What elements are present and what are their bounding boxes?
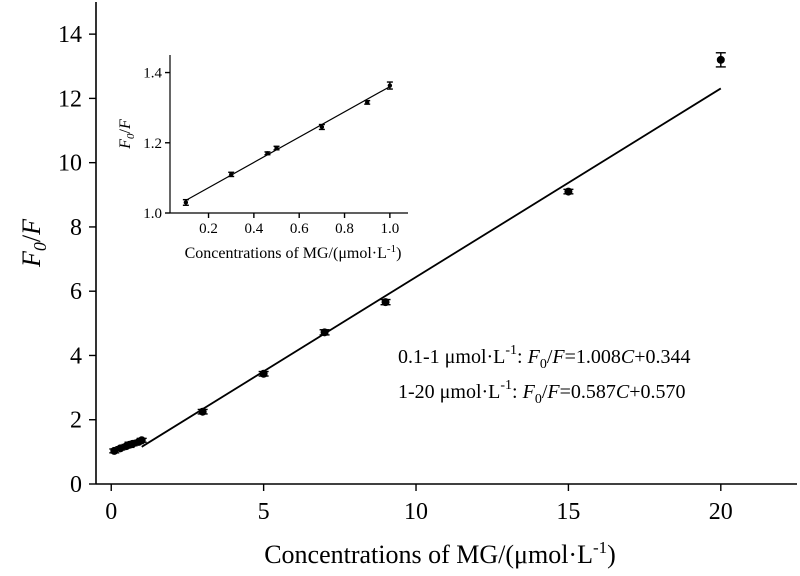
inset-data-point — [229, 172, 234, 177]
inset-points — [182, 81, 393, 206]
main-points — [109, 52, 726, 455]
main-data-point — [320, 328, 329, 337]
main-plot: 0 5 10 15 20 0 2 4 6 8 10 12 14 F0/F Concentrations … — [17, 2, 797, 569]
main-y-tick-label: 2 — [70, 408, 82, 434]
main-y-tick-label: 6 — [70, 279, 82, 305]
inset-y-tick-label: 1.2 — [143, 136, 162, 152]
inset-fit-line — [185, 86, 391, 201]
inset-x-tick-label: 0.2 — [199, 221, 218, 237]
inset-data-point — [274, 145, 279, 151]
main-x-tick-label: 20 — [709, 499, 733, 525]
inset-y-axis-title: F0/F — [117, 119, 137, 150]
inset-data-point — [183, 200, 189, 205]
main-data-point — [198, 407, 207, 416]
main-y-tick-label: 10 — [58, 151, 82, 177]
equation-2: 1-20 μmol·L-1: F0/F=0.587C+0.570 — [398, 378, 686, 407]
inset-data-point — [365, 100, 370, 105]
inset-x-tick-label: 0.4 — [244, 221, 263, 237]
main-x-tick-label: 15 — [556, 499, 580, 525]
main-data-point — [716, 55, 725, 64]
inset-plot: 0.2 0.4 0.6 0.8 1.0 1.0 1.2 1.4 F0/F Concentrat… — [117, 55, 408, 262]
main-y-tick-label: 12 — [58, 86, 82, 112]
inset-data-point — [387, 83, 393, 88]
inset-x-tick-label: 0.6 — [290, 221, 309, 237]
main-y-tick-label: 14 — [58, 22, 82, 48]
main-x-tick-label: 5 — [258, 499, 270, 525]
main-ticks: 0 5 10 15 20 0 2 4 6 8 10 12 14 — [58, 22, 733, 525]
main-x-tick-label: 0 — [105, 499, 117, 525]
main-data-point — [128, 439, 137, 448]
inset-fit-line-group — [185, 86, 391, 201]
main-data-point — [259, 369, 268, 378]
inset-x-tick-label: 1.0 — [380, 221, 399, 237]
inset-data-point — [319, 124, 325, 130]
main-y-axis-title: F0/F — [17, 218, 50, 268]
inset-data-point — [265, 151, 270, 156]
main-fit-line-group — [141, 87, 722, 448]
main-x-axis-title: Concentrations of MG/(μmol·L-1) — [264, 538, 616, 569]
inset-x-axis-title: Concentrations of MG/(μmol·L-1) — [185, 243, 402, 262]
main-data-point — [110, 446, 119, 455]
inset-x-tick-label: 0.8 — [335, 221, 354, 237]
main-y-tick-label: 8 — [70, 215, 82, 241]
main-data-point — [116, 444, 125, 453]
inset-ticks: 0.2 0.4 0.6 0.8 1.0 1.0 1.2 1.4 — [143, 66, 399, 237]
main-data-point — [564, 187, 573, 196]
main-y-tick-label: 4 — [70, 343, 82, 369]
inset-y-tick-label: 1.0 — [143, 206, 162, 222]
main-fit-line — [141, 87, 722, 448]
inset-y-tick-label: 1.4 — [143, 66, 162, 82]
equation-1: 0.1-1 μmol·L-1: F0/F=1.008C+0.344 — [398, 343, 691, 372]
main-data-point — [381, 298, 390, 307]
main-data-point — [137, 436, 146, 445]
main-y-tick-label: 0 — [70, 472, 82, 498]
main-x-tick-label: 10 — [404, 499, 428, 525]
